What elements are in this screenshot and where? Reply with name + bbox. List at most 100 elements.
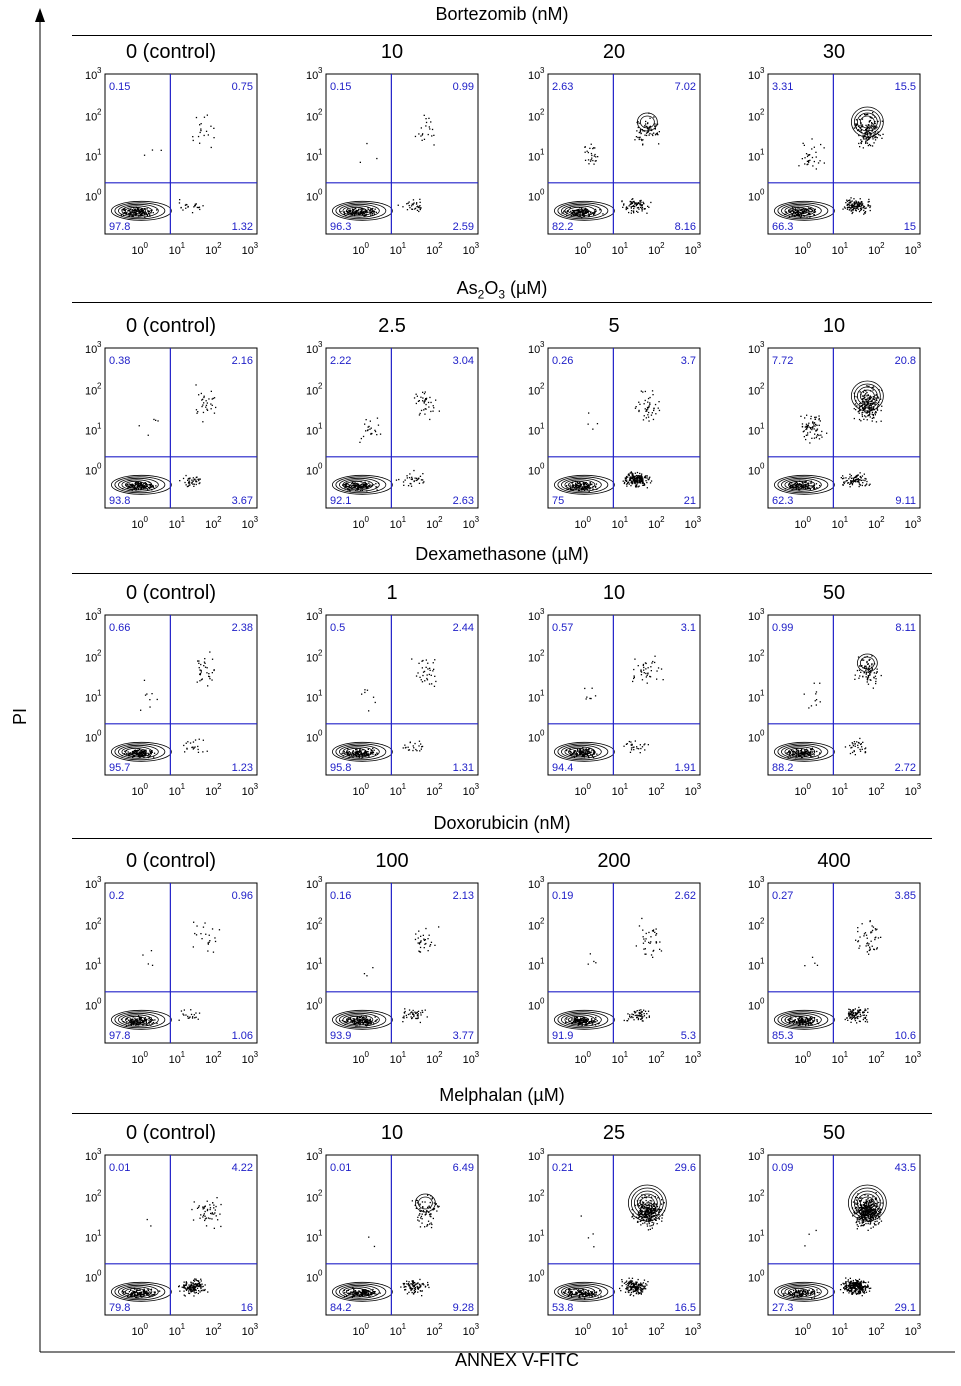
event-dot [797, 751, 799, 753]
y-tick-label: 10 [85, 733, 97, 745]
event-dot [418, 482, 421, 484]
quadrant-value-ur: 2.38 [232, 622, 253, 634]
event-dot [139, 483, 141, 485]
event-dot [641, 1015, 643, 1017]
event-dot [809, 1019, 812, 1021]
event-dot [640, 747, 642, 750]
event-dot [419, 198, 421, 200]
event-dot [650, 414, 653, 416]
event-dot [590, 753, 592, 755]
event-dot [145, 751, 147, 753]
group-title: Melphalan (µM) [439, 1085, 565, 1105]
event-dot [644, 134, 646, 136]
y-tick-label: 10 [306, 733, 318, 745]
event-dot [425, 408, 427, 410]
y-tick-exponent: 0 [318, 729, 323, 738]
event-dot [138, 210, 140, 213]
contour-ring [564, 479, 596, 491]
event-dot [850, 1018, 853, 1020]
event-dot [852, 477, 854, 479]
event-dot [624, 477, 626, 479]
event-dot [203, 134, 205, 137]
event-dot [132, 211, 134, 213]
event-dot [632, 480, 635, 482]
event-dot [361, 208, 363, 210]
event-dot [589, 953, 591, 955]
event-dot [145, 1018, 148, 1021]
event-dot [869, 127, 871, 130]
density-contours [110, 741, 172, 762]
event-dot [873, 948, 875, 950]
event-dot [792, 209, 794, 211]
event-dot [575, 486, 577, 488]
event-dot [843, 477, 845, 479]
event-dot [823, 162, 825, 164]
quadrant-value-ur: 2.16 [232, 355, 253, 367]
event-dot [149, 484, 151, 487]
panel-label: 10 [822, 315, 846, 337]
event-dot [658, 401, 660, 403]
event-dot [862, 398, 864, 400]
event-dot [350, 210, 352, 212]
event-dot [869, 397, 872, 399]
event-dot [864, 394, 866, 396]
quadrant-value-ul: 0.5 [330, 622, 345, 634]
event-dot [638, 481, 640, 483]
event-dot [866, 677, 869, 679]
event-dot [373, 1023, 375, 1025]
event-dot [578, 215, 580, 217]
event-dot [804, 481, 806, 483]
event-dot [425, 398, 427, 400]
event-dot [585, 488, 587, 490]
event-dot [848, 478, 850, 480]
event-dot [796, 483, 798, 486]
event-dot [630, 485, 632, 487]
event-dot [795, 755, 797, 757]
event-dot [570, 751, 572, 754]
event-dot [586, 696, 588, 698]
event-dot [421, 139, 423, 141]
event-dot [645, 672, 647, 675]
event-dot [419, 951, 421, 953]
event-dot [654, 931, 656, 933]
event-dots [122, 1197, 222, 1299]
event-dot [582, 1017, 584, 1019]
event-dot [849, 483, 851, 485]
event-dot [813, 754, 815, 756]
contour-ring [335, 743, 387, 761]
quadrant-value-ll: 96.3 [330, 221, 351, 233]
event-dot [639, 744, 641, 746]
event-dot [640, 478, 642, 480]
event-dot [579, 1018, 581, 1020]
event-dot [203, 395, 205, 397]
event-dot [578, 751, 580, 754]
event-dot [871, 145, 874, 147]
event-dot [374, 429, 376, 431]
event-dot [848, 482, 850, 484]
event-dot [427, 938, 429, 940]
event-dot [854, 1012, 857, 1014]
event-dot [850, 477, 853, 479]
x-tick-label: 10 [868, 786, 880, 798]
event-dot [128, 213, 130, 215]
event-dot [353, 1018, 355, 1020]
event-dot [360, 484, 362, 486]
event-dot [642, 480, 644, 482]
event-dot [583, 487, 585, 489]
event-dot [802, 753, 804, 755]
event-dot [375, 1019, 377, 1022]
event-dot [371, 213, 373, 215]
event-dot [811, 748, 813, 750]
event-dot [185, 484, 187, 486]
event-dot [804, 163, 806, 165]
event-dot [193, 1014, 195, 1016]
event-dot [202, 926, 205, 928]
contour-ring [853, 109, 881, 135]
event-dot [433, 407, 435, 409]
panel-label: 5 [608, 315, 620, 337]
x-tick-label: 10 [868, 519, 880, 531]
event-dot [583, 752, 585, 754]
event-dot [853, 202, 855, 204]
